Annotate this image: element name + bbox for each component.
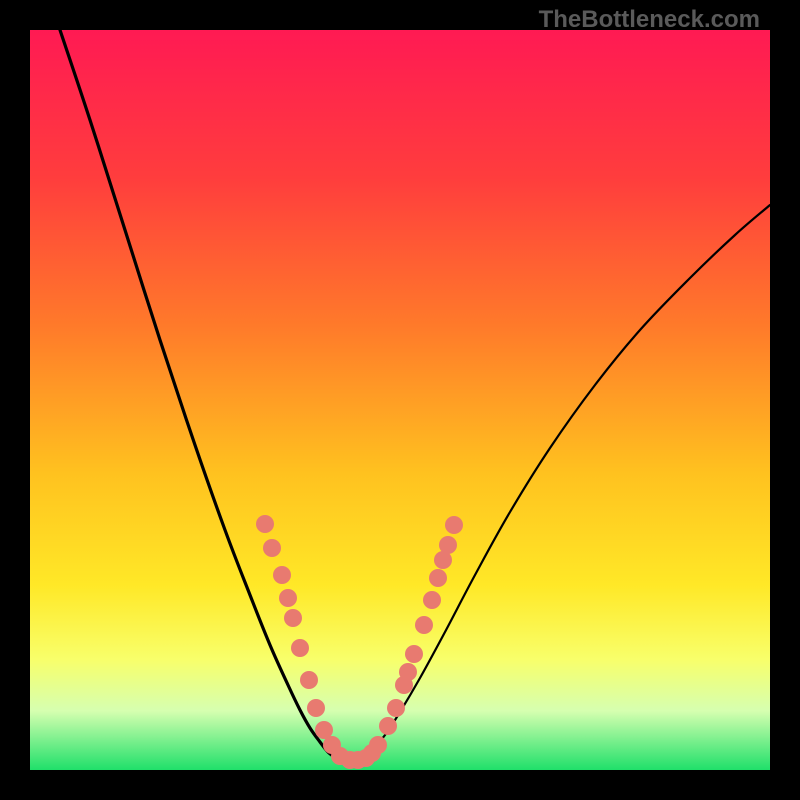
data-marker [300, 671, 318, 689]
data-marker [423, 591, 441, 609]
data-marker [279, 589, 297, 607]
data-marker [429, 569, 447, 587]
data-marker [273, 566, 291, 584]
data-marker [445, 516, 463, 534]
data-marker [415, 616, 433, 634]
data-marker [291, 639, 309, 657]
data-marker [256, 515, 274, 533]
data-marker [405, 645, 423, 663]
data-marker [399, 663, 417, 681]
data-marker [387, 699, 405, 717]
data-marker [439, 536, 457, 554]
data-marker [307, 699, 325, 717]
curve-right [355, 205, 770, 762]
data-marker [369, 736, 387, 754]
data-marker [263, 539, 281, 557]
data-marker [284, 609, 302, 627]
chart-frame: TheBottleneck.com [0, 0, 800, 800]
data-marker [379, 717, 397, 735]
